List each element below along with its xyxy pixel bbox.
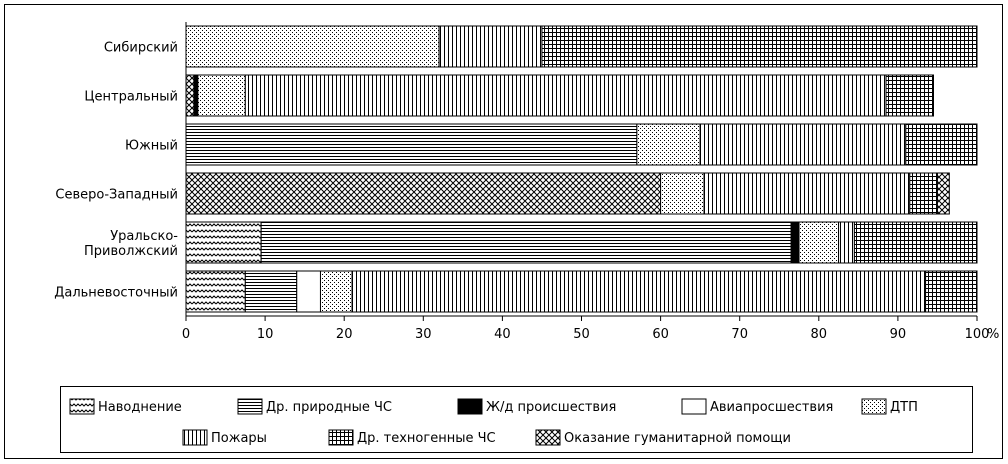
category-label: Дальневосточный [54,286,178,301]
category-label: Северо-Западный [55,188,178,203]
legend-label: Др. техногенные ЧС [357,431,496,446]
x-tick-label: 10 [257,327,274,342]
bar-segment [185,74,195,117]
x-tick-label: 70 [731,327,748,342]
bar-segment [699,123,907,166]
legend: Наводнение Др. природные ЧС Ж/д происшеств… [60,386,973,453]
bar-segment [185,172,662,215]
legend-swatch [69,398,95,415]
bar-segment [185,25,440,68]
legend-label: ДТП [890,400,918,415]
bar-segment [185,221,262,264]
x-tick-label: 0 [182,327,190,342]
legend-label: Пожары [211,431,267,446]
bar-segment [838,221,855,264]
category-label: Приволжский [84,244,178,259]
bar-segment [260,221,792,264]
x-tick-label: 30 [415,327,432,342]
bar-segment [244,74,887,117]
bar-segment [244,270,298,313]
category-label: Южный [125,139,178,154]
bar-segment [197,74,246,117]
legend-label: Ж/д происшествия [486,400,616,415]
category-label: Сибирский [104,41,178,56]
bar-segment [660,172,705,215]
legend-swatch [328,429,354,446]
legend-swatch [182,429,208,446]
bar-segment [790,221,800,264]
bar-segment [853,221,978,264]
bar-segment [351,270,927,313]
chart-frame [4,4,1003,459]
x-tick-label: 80 [811,327,828,342]
legend-box [60,386,973,453]
bar-segment [703,172,911,215]
category-label: Центральный [84,90,178,105]
legend-swatch [237,398,263,415]
legend-label: Оказание гуманитарной помощи [564,431,791,446]
legend-swatch [681,398,707,415]
bar-segment [185,123,638,166]
legend-swatch [861,398,887,415]
bar-segment [636,123,701,166]
bar-segment [798,221,840,264]
x-tick-label: 40 [494,327,511,342]
plot-area: Сибирский Центральный Южный Северо-Западный… [54,22,978,316]
bar-segment [193,74,199,117]
legend-swatch [457,398,483,415]
bar-segment [885,74,934,117]
bar-segment [185,270,246,313]
x-axis: 0 10 20 30 40 50 60 70 80 90 100% [182,315,999,342]
x-tick-label: 50 [573,327,590,342]
bar-segment [296,270,321,313]
category-label: Уральско- [110,229,178,244]
x-tick-label: 60 [652,327,669,342]
bar-segment [905,123,978,166]
bar-segment [438,25,543,68]
x-tick-label: 20 [336,327,353,342]
bar-segment [909,172,938,215]
bar-segment [319,270,353,313]
bar-segment [925,270,978,313]
legend-swatch [535,429,561,446]
bar-segment [541,25,978,68]
x-tick-label: 100 [965,327,990,342]
legend-label: Авиапросшествия [710,400,833,415]
x-unit-label: % [987,327,999,342]
legend-label: Наводнение [98,400,182,415]
bar-segment [936,172,950,215]
legend-label: Др. природные ЧС [266,400,392,415]
x-tick-label: 90 [890,327,907,342]
